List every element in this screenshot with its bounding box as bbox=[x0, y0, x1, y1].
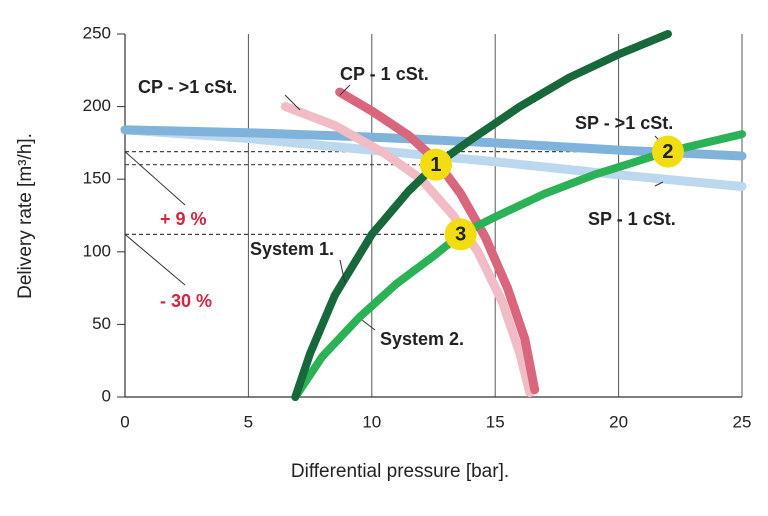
y-tick-label: 50 bbox=[92, 314, 111, 333]
intersection-point bbox=[419, 148, 452, 181]
x-tick-label: 15 bbox=[486, 412, 505, 431]
series-label: SP - 1 cSt. bbox=[588, 209, 676, 229]
x-tick-label: 25 bbox=[733, 412, 752, 431]
y-tick-label: 150 bbox=[83, 169, 111, 188]
series-label: CP - 1 cSt. bbox=[340, 64, 429, 84]
y-tick-label: 200 bbox=[83, 96, 111, 115]
series-line bbox=[280, 102, 535, 398]
leader-line bbox=[339, 259, 346, 284]
y-tick-label: 100 bbox=[83, 241, 111, 260]
intersection-point bbox=[651, 135, 684, 168]
annotation: - 30 % bbox=[160, 291, 212, 311]
series-line bbox=[335, 87, 540, 395]
point-label: 1 bbox=[430, 154, 441, 176]
x-tick-label: 5 bbox=[244, 412, 253, 431]
leader-line bbox=[339, 84, 351, 96]
x-tick-label: 0 bbox=[120, 412, 129, 431]
annotation-leader bbox=[124, 151, 186, 206]
leader-line bbox=[284, 94, 301, 111]
x-axis-label: Differential pressure [bar]. bbox=[291, 461, 509, 482]
intersection-point bbox=[444, 218, 477, 251]
leader-line bbox=[654, 181, 664, 187]
point-label: 2 bbox=[662, 141, 673, 163]
series-label: System 1. bbox=[250, 239, 334, 259]
leader-line bbox=[361, 319, 376, 331]
y-axis-label: Delivery rate [m³/h]. bbox=[15, 133, 36, 299]
series-label: SP - >1 cSt. bbox=[575, 113, 673, 133]
point-label: 3 bbox=[455, 224, 466, 246]
y-tick-label: 250 bbox=[83, 23, 111, 42]
x-tick-label: 20 bbox=[609, 412, 628, 431]
x-tick-label: 10 bbox=[362, 412, 381, 431]
annotation-leader bbox=[124, 233, 186, 286]
series-line bbox=[120, 125, 747, 161]
y-tick-label: 0 bbox=[102, 386, 111, 405]
series-label: CP - >1 cSt. bbox=[138, 77, 237, 97]
series-label: System 2. bbox=[380, 329, 464, 349]
annotation: + 9 % bbox=[160, 209, 207, 229]
